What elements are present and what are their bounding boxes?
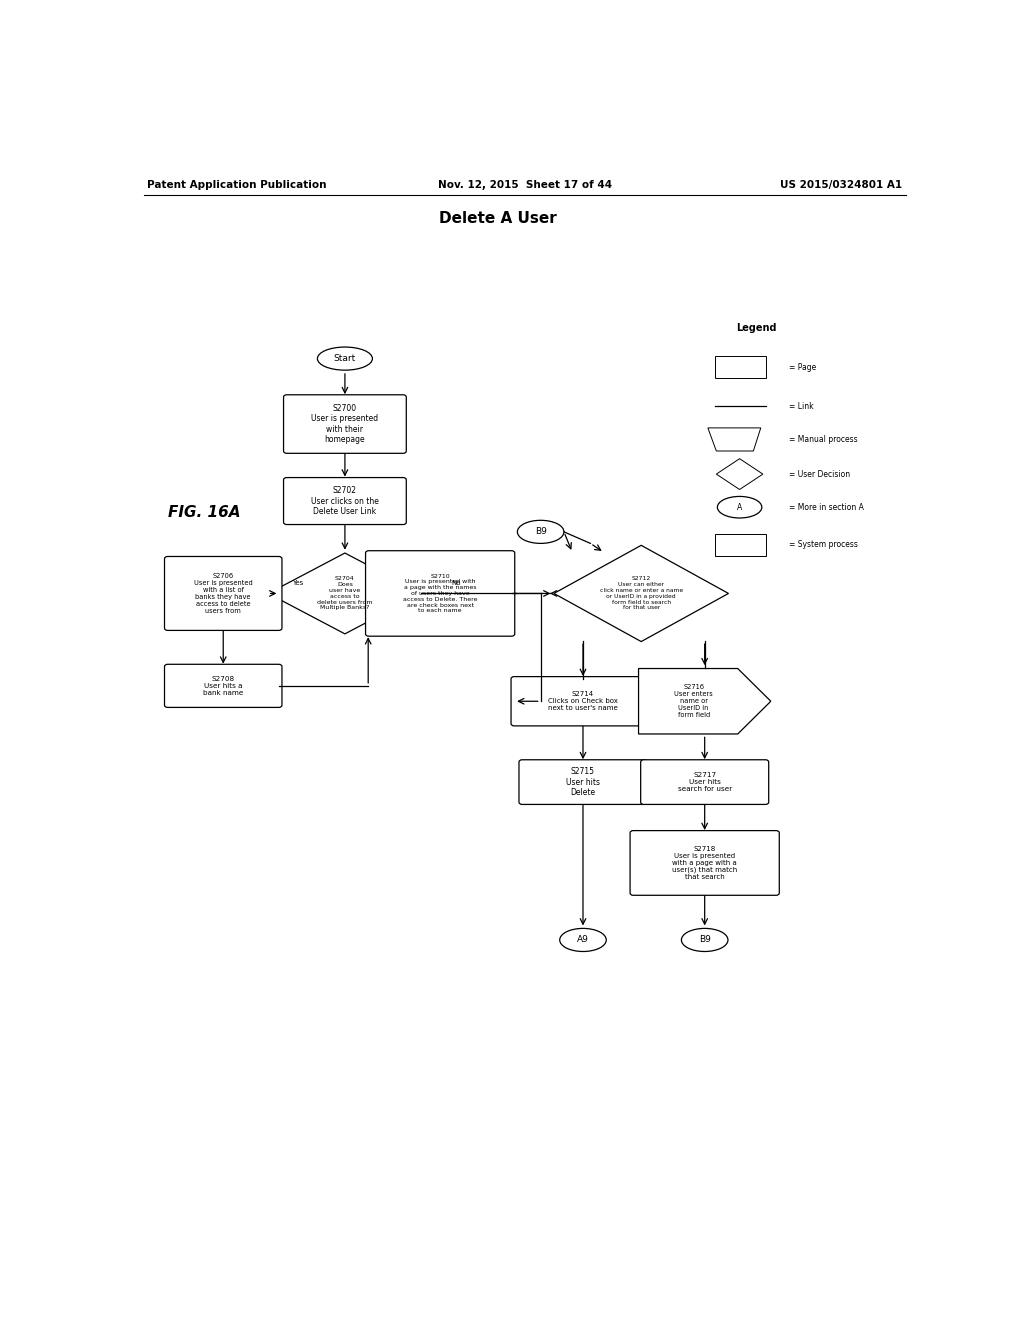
- Polygon shape: [717, 459, 763, 490]
- Ellipse shape: [517, 520, 564, 544]
- FancyBboxPatch shape: [165, 664, 282, 708]
- Text: Yes: Yes: [292, 581, 303, 586]
- Text: A9: A9: [578, 936, 589, 944]
- Ellipse shape: [317, 347, 373, 370]
- Text: S2718
User is presented
with a page with a
user(s) that match
that search: S2718 User is presented with a page with…: [672, 846, 737, 880]
- FancyBboxPatch shape: [511, 677, 655, 726]
- Polygon shape: [268, 553, 422, 634]
- Text: = More in section A: = More in section A: [790, 503, 864, 512]
- Text: S2714
Clicks on Check box
next to user's name: S2714 Clicks on Check box next to user's…: [548, 692, 617, 711]
- Ellipse shape: [560, 928, 606, 952]
- Text: = Link: = Link: [790, 401, 814, 411]
- Text: S2702
User clicks on the
Delete User Link: S2702 User clicks on the Delete User Lin…: [311, 486, 379, 516]
- Polygon shape: [554, 545, 728, 642]
- Text: A: A: [737, 503, 742, 512]
- Text: S2712
User can either
click name or enter a name
or UserID in a provided
form fi: S2712 User can either click name or ente…: [600, 577, 683, 610]
- FancyBboxPatch shape: [519, 760, 647, 804]
- Text: S2704
Does
user have
access to
delete users from
Multiple Banks?: S2704 Does user have access to delete us…: [317, 577, 373, 610]
- Polygon shape: [708, 428, 761, 451]
- FancyBboxPatch shape: [284, 395, 407, 453]
- Ellipse shape: [718, 496, 762, 517]
- Text: Start: Start: [334, 354, 356, 363]
- Bar: [716, 535, 766, 556]
- Text: = Manual process: = Manual process: [790, 436, 858, 444]
- Text: Nov. 12, 2015  Sheet 17 of 44: Nov. 12, 2015 Sheet 17 of 44: [437, 181, 612, 190]
- Text: FIG. 16A: FIG. 16A: [168, 506, 241, 520]
- Text: Legend: Legend: [736, 323, 777, 333]
- FancyBboxPatch shape: [165, 557, 282, 631]
- Text: S2715
User hits
Delete: S2715 User hits Delete: [566, 767, 600, 797]
- FancyBboxPatch shape: [284, 478, 407, 524]
- Polygon shape: [639, 668, 771, 734]
- Text: S2708
User hits a
bank name: S2708 User hits a bank name: [203, 676, 244, 696]
- Text: Patent Application Publication: Patent Application Publication: [147, 181, 327, 190]
- Text: US 2015/0324801 A1: US 2015/0324801 A1: [780, 181, 902, 190]
- Text: S2717
User hits
search for user: S2717 User hits search for user: [678, 772, 732, 792]
- Text: B9: B9: [535, 528, 547, 536]
- Text: Delete A User: Delete A User: [439, 211, 557, 226]
- FancyBboxPatch shape: [366, 550, 515, 636]
- Text: S2710
User is presented with
a page with the names
of users they have
access to : S2710 User is presented with a page with…: [402, 574, 477, 614]
- Text: No: No: [452, 581, 461, 586]
- Text: S2716
User enters
name or
UserID in
form field: S2716 User enters name or UserID in form…: [674, 684, 713, 718]
- Text: S2706
User is presented
with a list of
banks they have
access to delete
users fr: S2706 User is presented with a list of b…: [194, 573, 253, 614]
- FancyBboxPatch shape: [630, 830, 779, 895]
- Text: B9: B9: [698, 936, 711, 944]
- Text: = User Decision: = User Decision: [790, 470, 851, 479]
- Text: = System process: = System process: [790, 540, 858, 549]
- FancyBboxPatch shape: [641, 760, 769, 804]
- Bar: [716, 356, 766, 378]
- Text: = Page: = Page: [790, 363, 816, 371]
- Ellipse shape: [681, 928, 728, 952]
- Text: S2700
User is presented
with their
homepage: S2700 User is presented with their homep…: [311, 404, 379, 444]
